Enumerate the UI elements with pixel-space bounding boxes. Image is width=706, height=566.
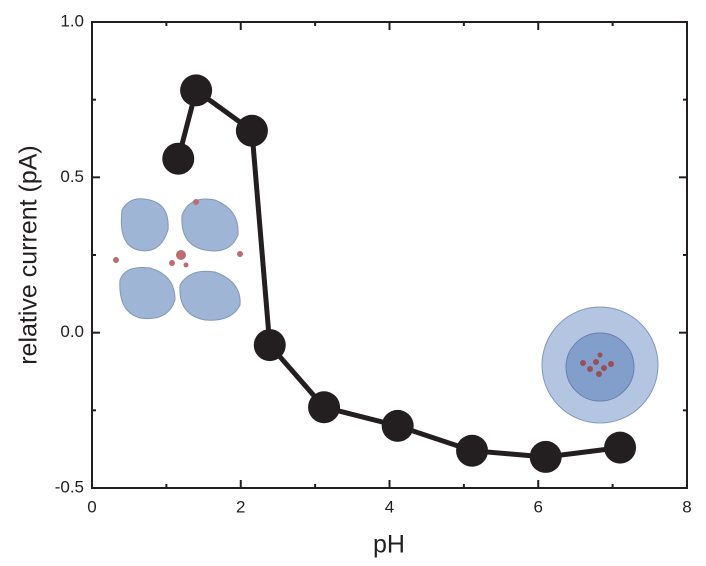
y-tick-label: 0.5 (60, 167, 84, 186)
data-point (180, 74, 213, 107)
x-tick-label: 0 (87, 497, 96, 516)
data-point (308, 391, 341, 424)
y-tick-label: 0.0 (60, 322, 84, 341)
data-point (253, 329, 286, 362)
data-line (175, 86, 621, 460)
data-point (456, 434, 489, 467)
data-point (235, 114, 268, 147)
data-point (381, 409, 414, 442)
y-tick-label: -0.5 (55, 477, 84, 496)
inset-channel-top (541, 306, 659, 424)
inset-channel-side (113, 198, 243, 321)
x-tick-label: 6 (534, 497, 543, 516)
x-axis-label: pH (373, 531, 405, 559)
y-axis-label: relative current (pA) (15, 145, 43, 365)
data-point (604, 431, 637, 464)
y-tick-label: 1.0 (60, 11, 84, 30)
x-tick-label: 2 (236, 497, 245, 516)
x-tick-label: 8 (682, 497, 691, 516)
data-point (162, 142, 195, 175)
x-tick-label: 4 (385, 497, 394, 516)
data-point (529, 440, 562, 473)
